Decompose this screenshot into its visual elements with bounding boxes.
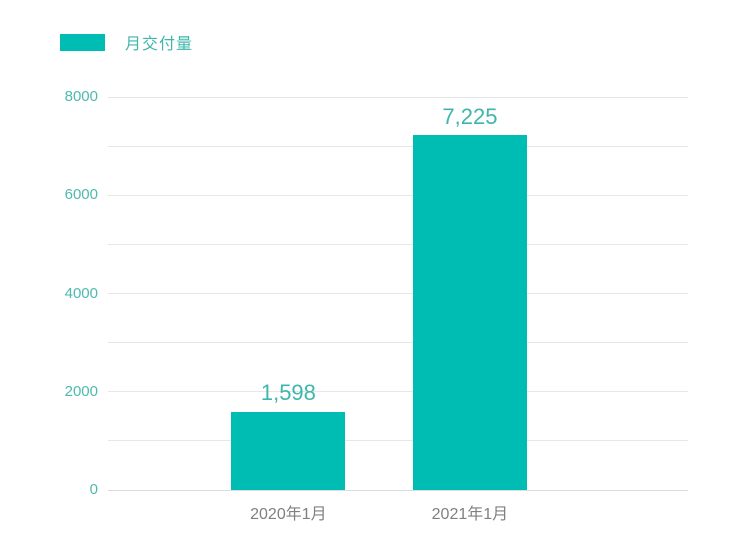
bar-value-label: 1,598 — [260, 380, 316, 406]
gridline — [108, 391, 688, 393]
gridline — [108, 293, 688, 294]
x-axis-category-label: 2021年1月 — [431, 506, 509, 523]
legend-label: 月交付量 — [125, 36, 194, 53]
bar — [231, 411, 346, 490]
y-axis-tick-label: 2000 — [64, 382, 98, 400]
gridline — [108, 243, 688, 245]
y-axis-tick-label: 4000 — [64, 284, 98, 302]
gridline — [108, 342, 688, 344]
gridline — [108, 194, 688, 196]
bar-value-label: 7,225 — [442, 104, 498, 130]
gridline — [108, 96, 688, 98]
gridline — [108, 145, 688, 147]
x-axis-category-label: 2020年1月 — [250, 506, 327, 523]
y-axis-tick-label: 0 — [89, 481, 98, 498]
y-axis-tick-label: 8000 — [64, 88, 98, 105]
legend: 月交付量 — [60, 30, 193, 54]
x-axis-baseline — [108, 489, 688, 491]
legend-swatch — [60, 33, 105, 51]
y-axis-tick-label: 6000 — [64, 186, 98, 204]
plot-area: 0 2000 4000 6000 8000 1,598 2020年1月 7,225 2021年1… — [65, 88, 688, 523]
gridline — [108, 440, 688, 442]
bar — [412, 135, 527, 490]
